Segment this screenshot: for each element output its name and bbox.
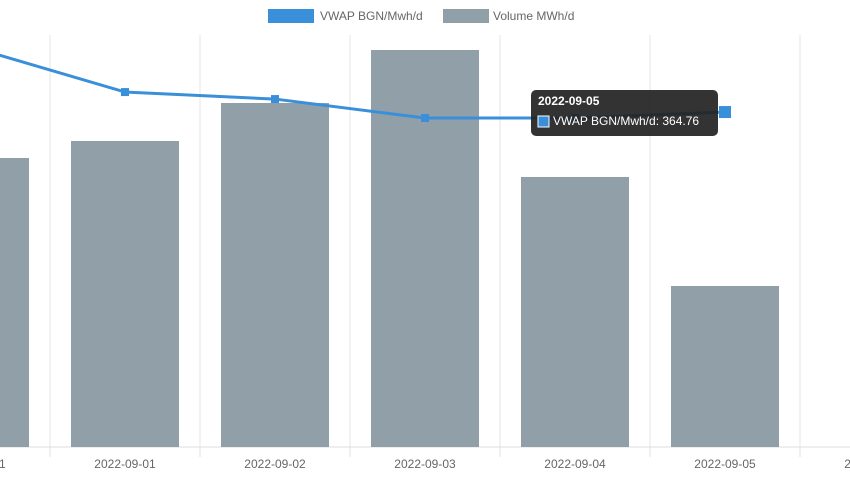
x-tick-label: 2022-09-05 <box>694 457 756 471</box>
bar <box>371 50 479 447</box>
legend-label: Volume MWh/d <box>493 9 574 23</box>
tooltip-title: 2022-09-05 <box>538 94 600 108</box>
tooltip-box <box>531 90 718 136</box>
point <box>421 114 429 123</box>
x-tick-label: 2022-09-03 <box>394 457 456 471</box>
legend-swatch <box>268 9 314 23</box>
bar <box>221 103 329 447</box>
tooltip: 2022-09-05 VWAP BGN/Mwh/d: 364.76 <box>531 90 718 136</box>
tooltip-swatch <box>537 115 550 128</box>
legend-swatch <box>443 9 489 23</box>
x-tick-label: 2022-09-06 <box>844 457 850 471</box>
point <box>271 95 279 104</box>
legend: VWAP BGN/Mwh/d Volume MWh/d <box>268 9 574 23</box>
point <box>719 106 731 119</box>
bar <box>71 141 179 447</box>
bar <box>521 177 629 447</box>
x-tick-label: 2022-09-01 <box>94 457 156 471</box>
tooltip-label: VWAP BGN/Mwh/d: 364.76 <box>553 114 699 128</box>
x-tick-label: 2022-09-04 <box>544 457 606 471</box>
x-tick-label: 2022-08-31 <box>0 457 6 471</box>
point <box>121 88 129 97</box>
x-tick-label: 2022-09-02 <box>244 457 306 471</box>
bar <box>671 286 779 447</box>
bar <box>0 158 29 447</box>
legend-label: VWAP BGN/Mwh/d <box>320 9 423 23</box>
